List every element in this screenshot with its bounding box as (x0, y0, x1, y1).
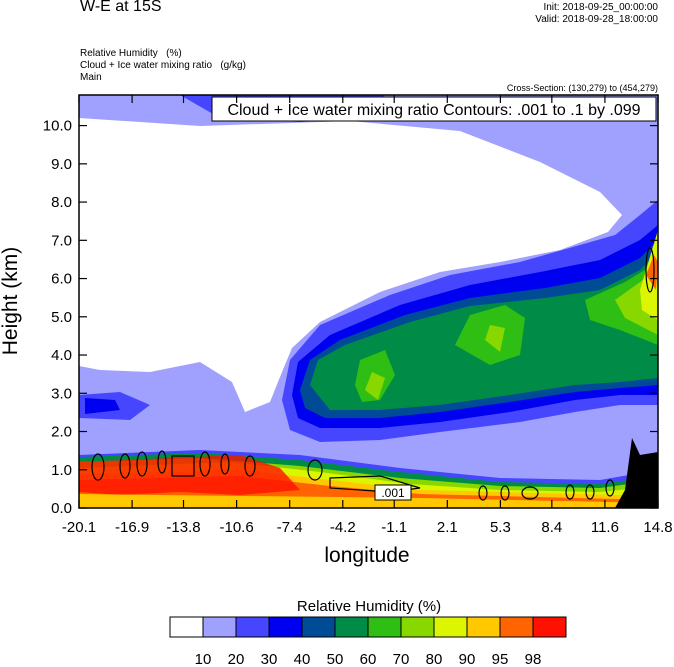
rh-cloud-80a (365, 372, 385, 400)
colorbar-swatch (400, 616, 435, 638)
init-time: Init: 2018-09-25_00:00:00 (543, 2, 658, 13)
colorbar: 10 20 30 40 50 60 70 80 90 95 98 (169, 616, 567, 667)
colorbar-label: 40 (294, 651, 311, 667)
plot-frame (78, 94, 659, 509)
x-tick-label: 2.1 (437, 519, 458, 536)
field-label-rh: Relative Humidity (%) (80, 48, 182, 59)
x-tick-label: -10.6 (220, 519, 254, 536)
colorbar-swatch (202, 616, 237, 638)
x-tick-label: 5.3 (490, 519, 511, 536)
colorbar-swatch (499, 616, 534, 638)
y-tick-label: 5.0 (51, 309, 72, 326)
colorbar-label: 10 (195, 651, 212, 667)
x-tick-label: -13.8 (166, 519, 200, 536)
colorbar-swatch (235, 616, 270, 638)
rh-surface (79, 494, 658, 508)
x-axis-label: longitude (324, 544, 409, 567)
colorbar-swatch (268, 616, 303, 638)
x-tick-label: -16.9 (115, 519, 149, 536)
valid-time: Valid: 2018-09-28_18:00:00 (535, 14, 658, 25)
colorbar-label: 98 (525, 651, 542, 667)
colorbar-swatch (367, 616, 402, 638)
colorbar-label: 60 (360, 651, 377, 667)
x-tick-label: -4.2 (330, 519, 356, 536)
field-label-main: Main (80, 72, 102, 83)
contour-value-box (374, 484, 412, 501)
colorbar-title: Relative Humidity (%) (297, 598, 441, 615)
y-axis: 0.0 1.0 2.0 3.0 4.0 5.0 6.0 7.0 8.0 9.0 10.0 (43, 118, 658, 517)
y-tick-label: 0.0 (51, 500, 72, 517)
y-tick-label: 3.0 (51, 385, 72, 402)
x-tick-label: -1.1 (381, 519, 407, 536)
y-tick-label: 10.0 (43, 118, 72, 135)
x-tick-label: 14.8 (643, 519, 672, 536)
y-tick-label: 9.0 (51, 156, 72, 173)
field-label-cloud: Cloud + Ice water mixing ratio (g/kg) (80, 60, 246, 71)
x-tick-label: -7.4 (277, 519, 303, 536)
colorbar-swatch (466, 616, 501, 638)
rh-left-core (85, 398, 120, 414)
contour-value-label: .001 (381, 486, 405, 500)
y-tick-label: 8.0 (51, 194, 72, 211)
y-axis-label: Height (km) (0, 247, 22, 356)
rh-dry-region (79, 118, 622, 412)
colorbar-label: 80 (426, 651, 443, 667)
colorbar-label: 90 (459, 651, 476, 667)
colorbar-swatch (301, 616, 336, 638)
x-tick-label: 8.4 (541, 519, 562, 536)
contour-info-box (211, 96, 657, 122)
y-tick-label: 2.0 (51, 424, 72, 441)
y-tick-label: 4.0 (51, 347, 72, 364)
colorbar-label: 30 (261, 651, 278, 667)
x-tick-label: 11.6 (591, 519, 619, 536)
contour-info-label: Cloud + Ice water mixing ratio Contours:… (227, 102, 640, 119)
colorbar-label: 20 (228, 651, 245, 667)
cross-section-label: Cross-Section: (130,279) to (454,279) (506, 83, 658, 93)
rh-cloud-80b (485, 325, 505, 352)
terrain (615, 438, 658, 508)
rh-field (79, 95, 658, 508)
colorbar-label: 70 (393, 651, 410, 667)
colorbar-swatch (532, 616, 567, 638)
colorbar-swatch (334, 616, 369, 638)
colorbar-label: 95 (492, 651, 509, 667)
x-tick-label: -20.1 (62, 519, 96, 536)
y-tick-label: 1.0 (51, 462, 72, 479)
colorbar-swatch (433, 616, 468, 638)
chart-title: W-E at 15S (80, 0, 162, 15)
rh-cloud-95 (646, 255, 658, 290)
y-tick-label: 6.0 (51, 271, 72, 288)
y-tick-label: 7.0 (51, 232, 72, 249)
colorbar-label: 50 (327, 651, 344, 667)
x-axis: -20.1 -16.9 -13.8 -10.6 -7.4 -4.2 -1.1 2.1 5.3 8.… (62, 95, 673, 536)
colorbar-swatch (169, 616, 204, 638)
